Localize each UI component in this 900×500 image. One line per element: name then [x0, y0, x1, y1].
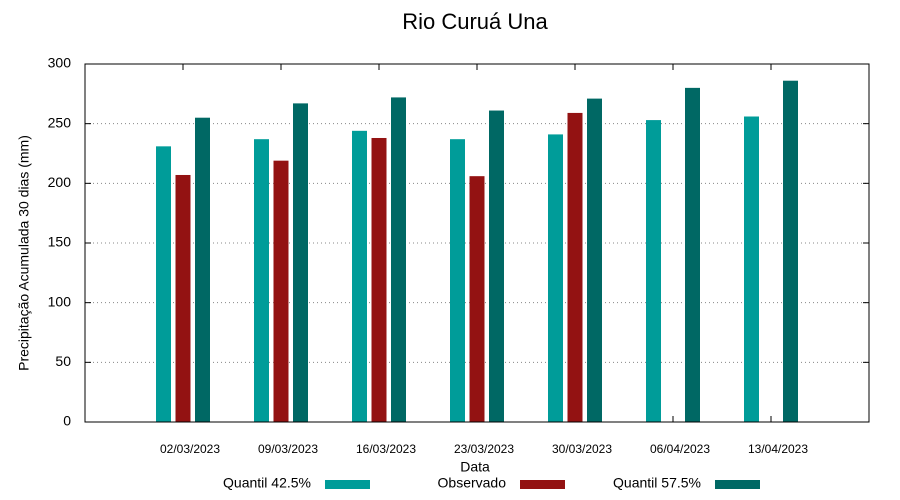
- bar: [548, 134, 563, 422]
- legend-swatch: [520, 480, 565, 489]
- legend-swatch: [715, 480, 760, 489]
- legend-swatch: [325, 480, 370, 489]
- x-axis-label: Data: [460, 459, 490, 475]
- bar: [587, 98, 602, 423]
- bar: [744, 116, 759, 423]
- bar: [254, 139, 269, 422]
- bar: [293, 103, 308, 422]
- bar: [567, 112, 583, 422]
- bar: [175, 174, 191, 422]
- y-tick-label: 300: [48, 55, 72, 71]
- y-tick-label: 100: [48, 293, 72, 309]
- bar: [273, 160, 289, 422]
- legend-label: Quantil 42.5%: [223, 475, 311, 491]
- plot-frame: [84, 63, 870, 423]
- legend-label: Observado: [438, 475, 507, 491]
- bar: [391, 97, 406, 422]
- chart-title: Rio Curuá Una: [402, 9, 548, 34]
- x-tick-label: 30/03/2023: [552, 442, 612, 456]
- x-tick-label: 06/04/2023: [650, 442, 710, 456]
- bar: [352, 130, 367, 422]
- x-tick-label: 02/03/2023: [160, 442, 220, 456]
- bar: [783, 80, 798, 422]
- bar: [371, 137, 387, 422]
- bar: [489, 110, 504, 422]
- bar: [450, 139, 465, 422]
- x-tick-label: 13/04/2023: [748, 442, 808, 456]
- bar: [646, 120, 661, 422]
- bar: [156, 146, 171, 422]
- x-tick-label: 09/03/2023: [258, 442, 318, 456]
- bar: [195, 117, 210, 422]
- y-tick-label: 150: [48, 234, 72, 250]
- y-axis-label: Precipitação Acumulada 30 dias (mm): [16, 135, 32, 371]
- bar: [685, 87, 700, 422]
- y-tick-label: 200: [48, 174, 72, 190]
- x-tick-label: 23/03/2023: [454, 442, 514, 456]
- y-tick-label: 50: [55, 353, 71, 369]
- y-tick-label: 0: [63, 413, 71, 429]
- legend-label: Quantil 57.5%: [613, 475, 701, 491]
- y-tick-label: 250: [48, 114, 72, 130]
- x-tick-label: 16/03/2023: [356, 442, 416, 456]
- bar: [469, 176, 485, 422]
